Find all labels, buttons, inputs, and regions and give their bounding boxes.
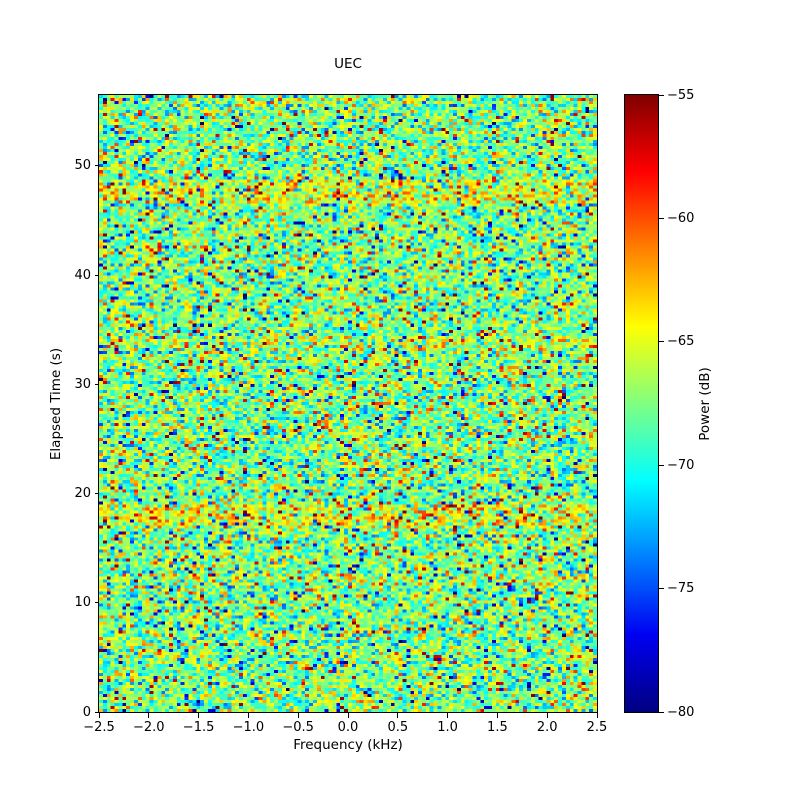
x-tick-mark xyxy=(247,713,249,718)
x-tick-mark xyxy=(347,713,349,718)
y-tick-label: 20 xyxy=(74,486,91,502)
x-tick-label: −2.0 xyxy=(133,720,165,735)
colorbar xyxy=(624,94,659,713)
x-tick-mark xyxy=(496,713,498,718)
colorbar-tick-label: −55 xyxy=(667,87,695,103)
y-tick-label: 40 xyxy=(74,267,91,283)
y-axis-label: Elapsed Time (s) xyxy=(48,347,64,461)
x-tick-mark xyxy=(148,713,150,718)
y-tick-mark xyxy=(94,274,99,276)
x-tick-label: 0.5 xyxy=(387,720,409,735)
colorbar-tick-mark xyxy=(659,711,664,713)
x-tick-label: −1.5 xyxy=(182,720,215,735)
colorbar-tick-label: −65 xyxy=(667,334,695,350)
x-tick-label: 2.5 xyxy=(586,720,608,735)
x-tick-label: −1.0 xyxy=(232,720,265,735)
x-tick-label: 0.0 xyxy=(337,720,359,735)
y-tick-mark xyxy=(94,165,99,167)
colorbar-tick-mark xyxy=(659,588,664,590)
x-axis-label: Frequency (kHz) xyxy=(293,737,403,753)
x-tick-label: 1.5 xyxy=(487,720,508,735)
y-tick-mark xyxy=(94,711,99,713)
x-tick-mark xyxy=(596,713,598,718)
x-tick-label: 1.0 xyxy=(437,720,458,735)
colorbar-label: Power (dB) xyxy=(697,367,713,441)
x-tick-mark xyxy=(546,713,548,718)
x-tick-label: −0.5 xyxy=(282,720,314,735)
y-tick-mark xyxy=(94,383,99,385)
colorbar-tick-label: −60 xyxy=(667,210,695,226)
y-tick-mark xyxy=(94,602,99,604)
x-tick-label: −2.5 xyxy=(83,720,115,735)
x-tick-mark xyxy=(297,713,299,718)
colorbar-tick-label: −70 xyxy=(667,457,695,473)
plot-area xyxy=(98,94,598,713)
spectrogram-canvas xyxy=(99,95,597,712)
colorbar-gradient xyxy=(625,95,658,712)
y-tick-label: 50 xyxy=(74,158,91,174)
x-tick-mark xyxy=(98,713,100,718)
y-tick-mark xyxy=(94,493,99,495)
x-tick-mark xyxy=(198,713,200,718)
colorbar-tick-label: −80 xyxy=(667,704,695,720)
plot-title: UEC xyxy=(334,56,362,73)
x-tick-mark xyxy=(447,713,449,718)
y-tick-label: 30 xyxy=(74,376,91,392)
y-tick-label: 10 xyxy=(74,595,91,611)
colorbar-tick-mark xyxy=(659,217,664,219)
colorbar-tick-mark xyxy=(659,94,664,96)
colorbar-tick-mark xyxy=(659,464,664,466)
x-tick-mark xyxy=(397,713,399,718)
y-tick-label: 0 xyxy=(82,704,91,720)
x-tick-label: 2.0 xyxy=(536,720,558,735)
colorbar-tick-label: −75 xyxy=(667,581,695,597)
colorbar-tick-mark xyxy=(659,341,664,343)
